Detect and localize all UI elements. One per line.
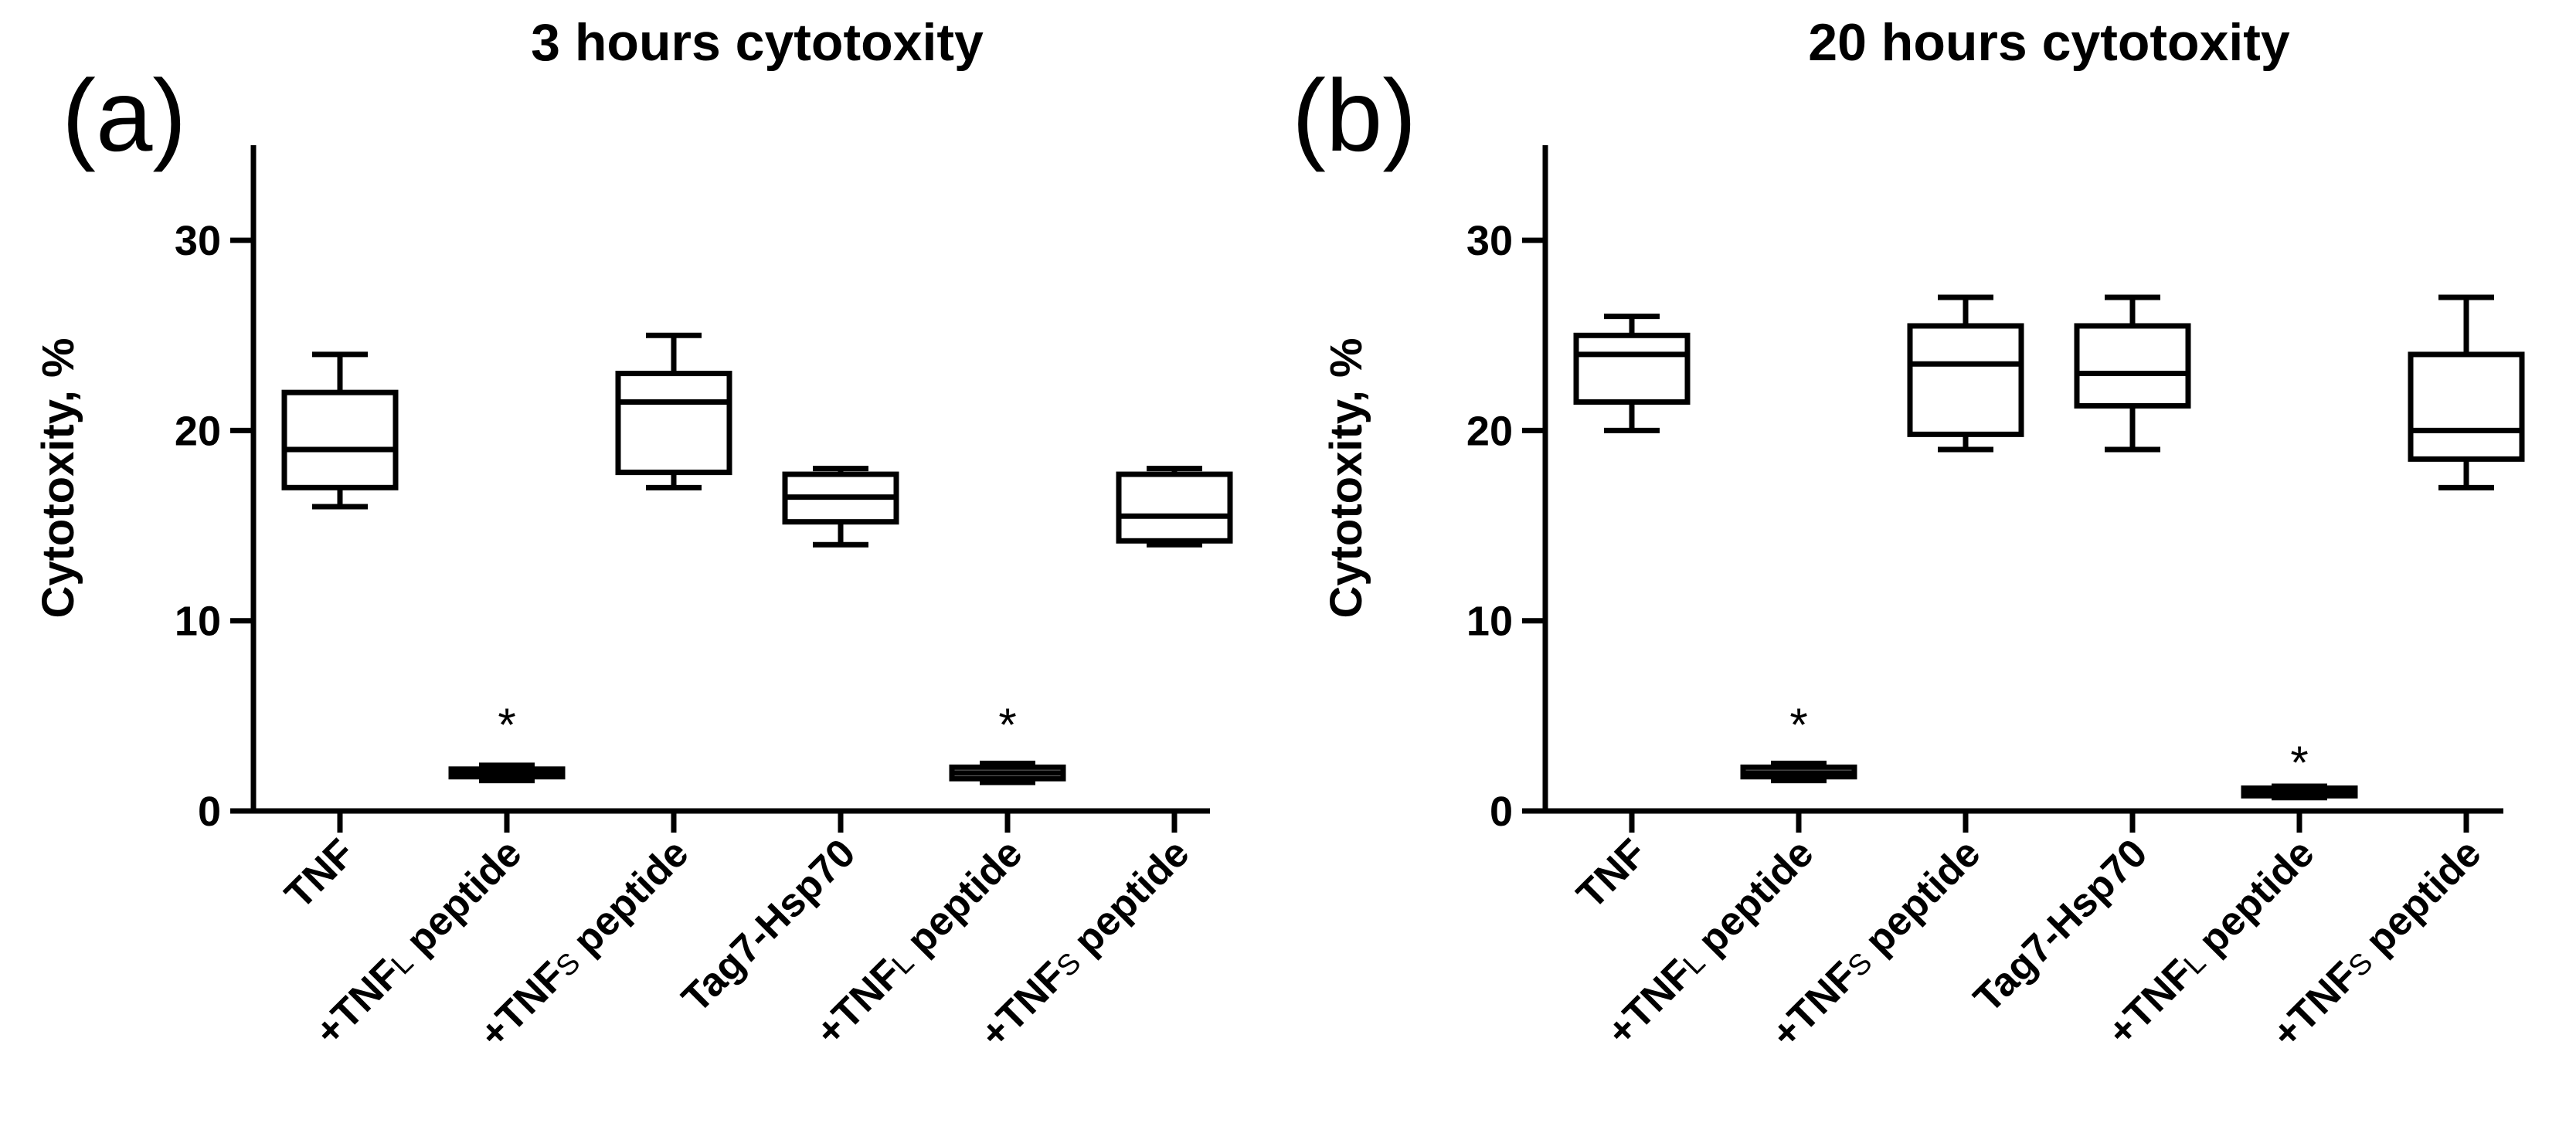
box-plot <box>949 760 1066 785</box>
x-tick-label: Tag7-Hsp70 <box>1966 830 2156 1021</box>
iqr-box <box>1907 323 2024 437</box>
x-tick-label-tail: peptide <box>2183 830 2323 971</box>
x-tick-label-base: Tag7-Hsp70 <box>1966 830 2156 1021</box>
panel-a: (a) 3 hours cytotoxity Cytotoxity, % 0 10 20 3… <box>33 13 1233 1057</box>
panel-label: (a) <box>62 59 186 172</box>
box-plot <box>2074 294 2191 453</box>
y-tick-label: 10 <box>175 599 221 645</box>
significance-star: * <box>2290 737 2308 789</box>
x-tick-label: TNF <box>1568 830 1655 917</box>
x-tick-label-tail: peptide <box>1058 830 1198 971</box>
x-tick-label-tail: peptide <box>390 830 531 971</box>
y-tick-label: 20 <box>175 408 221 454</box>
x-tick-label-tail: peptide <box>557 830 698 971</box>
x-tick-label: TNF <box>277 830 363 917</box>
box-plot <box>2408 294 2525 490</box>
y-axis-label: Cytotoxity, % <box>33 338 83 618</box>
y-tick-label: 30 <box>175 218 221 264</box>
iqr-box <box>281 389 399 490</box>
box-plot <box>1573 314 1691 433</box>
iqr-box <box>1116 471 1233 544</box>
x-tick-label-tail: peptide <box>2350 830 2490 971</box>
iqr-box <box>2408 351 2525 462</box>
box-plot <box>1907 294 2024 453</box>
y-tick-label: 0 <box>1490 789 1513 835</box>
x-tick-label-base: TNF <box>277 830 363 917</box>
x-tick-label-base: Tag7-Hsp70 <box>674 830 865 1021</box>
iqr-box <box>2074 323 2191 409</box>
box-plot <box>281 351 399 510</box>
y-tick-label: 20 <box>1466 408 1513 454</box>
y-tick-label: 30 <box>1466 218 1513 264</box>
x-tick-label-tail: peptide <box>1682 830 1823 971</box>
box-plot <box>1740 760 1857 784</box>
significance-star: * <box>1789 699 1807 751</box>
box-plot <box>615 332 732 490</box>
x-tick-label-tail: peptide <box>1849 830 1990 971</box>
iqr-box <box>1573 332 1691 405</box>
panel-b: (b) 20 hours cytotoxity Cytotoxity, % 0 10 20… <box>1292 13 2525 1057</box>
x-tick-label-base: TNF <box>1568 830 1655 917</box>
y-axis-label: Cytotoxity, % <box>1321 338 1371 618</box>
chart-title: 3 hours cytotoxity <box>531 13 984 72</box>
significance-star: * <box>498 699 515 751</box>
box-plot <box>448 762 566 784</box>
y-tick-label: 0 <box>198 789 221 835</box>
significance-star: * <box>998 699 1016 751</box>
box-plot <box>2241 783 2358 801</box>
y-tick-label: 10 <box>1466 599 1513 645</box>
iqr-box <box>615 371 732 476</box>
box-plot <box>782 466 899 548</box>
panel-label: (b) <box>1292 59 1416 172</box>
x-tick-label-tail: peptide <box>891 830 1031 971</box>
x-tick-label: Tag7-Hsp70 <box>674 830 865 1021</box>
chart-title: 20 hours cytotoxity <box>1808 13 2290 72</box>
box-plot <box>1116 466 1233 548</box>
